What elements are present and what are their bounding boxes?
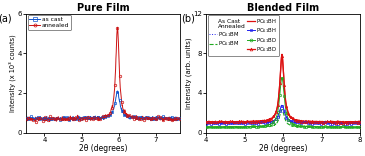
X-axis label: 2θ (degrees): 2θ (degrees): [78, 144, 127, 153]
Text: (a): (a): [0, 14, 12, 24]
X-axis label: 2θ (degrees): 2θ (degrees): [259, 144, 307, 153]
Legend: As Cast, Annealed, PC$_{61}$BM, PC$_{61}$BM, PC$_{61}$BH, PC$_{61}$BH, PC$_{61}$: As Cast, Annealed, PC$_{61}$BM, PC$_{61}…: [208, 15, 279, 56]
Y-axis label: Intensity (x 10³ counts): Intensity (x 10³ counts): [8, 34, 16, 112]
Y-axis label: Intensity (arb. units): Intensity (arb. units): [185, 37, 192, 109]
Text: (b): (b): [181, 14, 196, 24]
Legend: as cast, annealed: as cast, annealed: [28, 15, 71, 30]
Title: Pure Film: Pure Film: [77, 3, 129, 13]
Title: Blended Film: Blended Film: [247, 3, 319, 13]
